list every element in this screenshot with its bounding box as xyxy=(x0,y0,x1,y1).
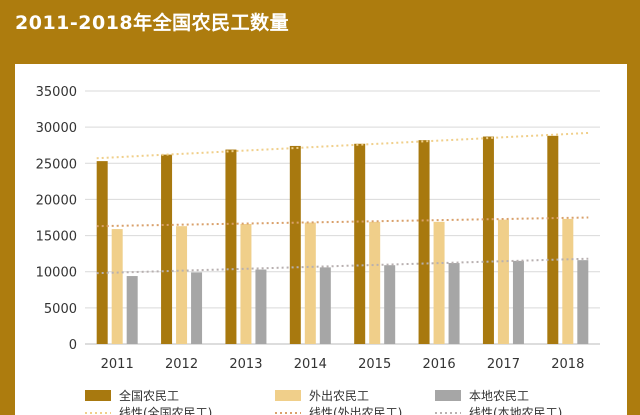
bar xyxy=(304,222,316,344)
legend-swatch xyxy=(435,390,461,401)
trend-line xyxy=(96,131,589,160)
bar-chart: 0 5000 10000 15000 20000 25000 30000 35000 2011 2… xyxy=(36,85,600,415)
x-tick-label: 2013 xyxy=(229,357,262,372)
bar xyxy=(289,145,301,344)
y-tick-label: 30000 xyxy=(36,121,77,136)
legend-swatch xyxy=(275,390,301,401)
legend-label: 全国农民工 xyxy=(119,388,179,403)
y-tick-label: 35000 xyxy=(36,85,77,100)
bar xyxy=(111,229,123,344)
bar xyxy=(191,272,203,344)
legend-label: 外出农民工 xyxy=(309,389,369,403)
legend-label: 本地农民工 xyxy=(469,389,529,403)
bar xyxy=(161,154,173,344)
y-tick-label: 5000 xyxy=(44,302,77,317)
bar xyxy=(225,149,237,344)
bar xyxy=(497,219,509,344)
x-tick-label: 2017 xyxy=(487,357,520,372)
bar xyxy=(433,221,445,344)
bar xyxy=(562,218,574,344)
x-tick-label: 2016 xyxy=(423,357,456,372)
x-tick-label: 2015 xyxy=(358,357,391,372)
bar xyxy=(96,161,108,344)
x-tick-label: 2012 xyxy=(165,357,198,372)
bar xyxy=(577,260,589,344)
y-tick-label: 25000 xyxy=(36,157,77,172)
bar xyxy=(126,276,138,344)
y-tick-label: 15000 xyxy=(36,230,77,245)
legend-swatch xyxy=(85,390,111,401)
bar xyxy=(176,226,188,344)
bar xyxy=(369,221,381,344)
y-tick-label: 20000 xyxy=(36,193,77,208)
bar xyxy=(512,260,524,344)
trend-line xyxy=(96,216,589,228)
x-tick-label: 2018 xyxy=(551,357,584,372)
chart-title: 2011-2018年全国农民工数量 xyxy=(15,12,290,34)
bar xyxy=(418,140,430,344)
legend-label: 线性(外出农民工) xyxy=(309,406,402,415)
bar xyxy=(448,263,460,344)
y-tick-label: 10000 xyxy=(36,266,77,281)
bar xyxy=(319,267,331,344)
legend-label: 线性(本地农民工) xyxy=(469,406,562,415)
x-tick-label: 2011 xyxy=(101,357,134,372)
bar xyxy=(240,224,252,344)
trend-line xyxy=(96,257,589,275)
legend-label: 线性(全国农民工) xyxy=(119,405,212,415)
bar xyxy=(354,143,366,344)
bar xyxy=(255,269,267,344)
x-tick-label: 2014 xyxy=(294,357,327,372)
bar xyxy=(547,135,559,344)
chart-panel: 0 5000 10000 15000 20000 25000 30000 35000 2011 2… xyxy=(15,64,627,415)
bar xyxy=(482,136,494,344)
y-tick-label: 0 xyxy=(69,338,77,353)
bar xyxy=(384,265,396,344)
